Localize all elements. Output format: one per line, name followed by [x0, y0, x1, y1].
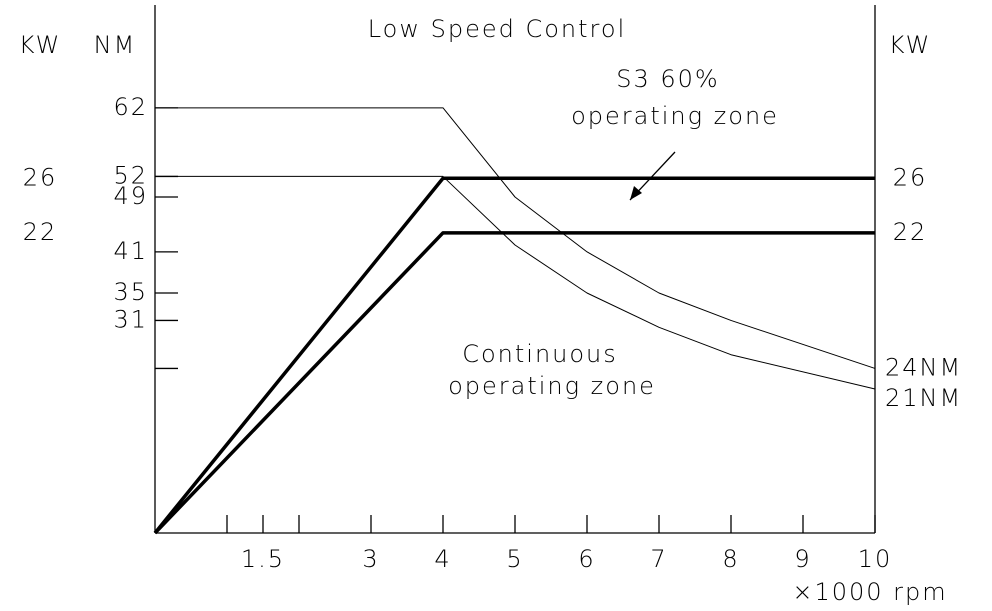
arrow-head	[630, 186, 642, 200]
series-label: 21NM	[885, 384, 962, 412]
x-tick-label: 10	[858, 545, 893, 573]
x-tick-label: 6	[578, 545, 595, 573]
series-line	[153, 231, 875, 535]
annotation: operating zone	[571, 102, 779, 130]
x-axis-label: ×1000 rpm	[792, 578, 947, 606]
y2-tick-label-right: 22	[893, 218, 928, 246]
x-tick-label: 1.5	[241, 545, 285, 573]
annotation: operating zone	[448, 372, 656, 400]
annotation: S3 60%	[616, 65, 719, 93]
x-tick-label: 4	[434, 545, 451, 573]
x-tick-label: 9	[794, 545, 811, 573]
y-axis-label: NM	[94, 31, 137, 59]
y2-axis-label-left: KW	[19, 31, 62, 59]
series-line	[155, 175, 876, 390]
y-tick-label: 41	[113, 237, 148, 265]
y2-tick-label-right: 26	[893, 163, 928, 191]
series-label: 24NM	[885, 353, 962, 381]
y-tick-label: 49	[113, 182, 148, 210]
y-tick-label: 62	[113, 93, 148, 121]
x-tick-label: 8	[722, 545, 739, 573]
y2-tick-label-left: 22	[23, 218, 58, 246]
x-tick-label: 7	[650, 545, 667, 573]
chart-title: Low Speed Control	[368, 15, 627, 43]
y-tick-label: 52	[113, 161, 148, 189]
x-tick-label: 3	[362, 545, 379, 573]
y2-axis-label-right: KW	[889, 31, 932, 59]
series-line	[153, 176, 875, 535]
series-line	[155, 107, 876, 369]
y-tick-label: 31	[113, 305, 148, 333]
y2-tick-label-left: 26	[23, 163, 58, 191]
y-tick-label: 35	[113, 278, 148, 306]
x-tick-label: 5	[506, 545, 523, 573]
annotation: Continuous	[462, 340, 618, 368]
